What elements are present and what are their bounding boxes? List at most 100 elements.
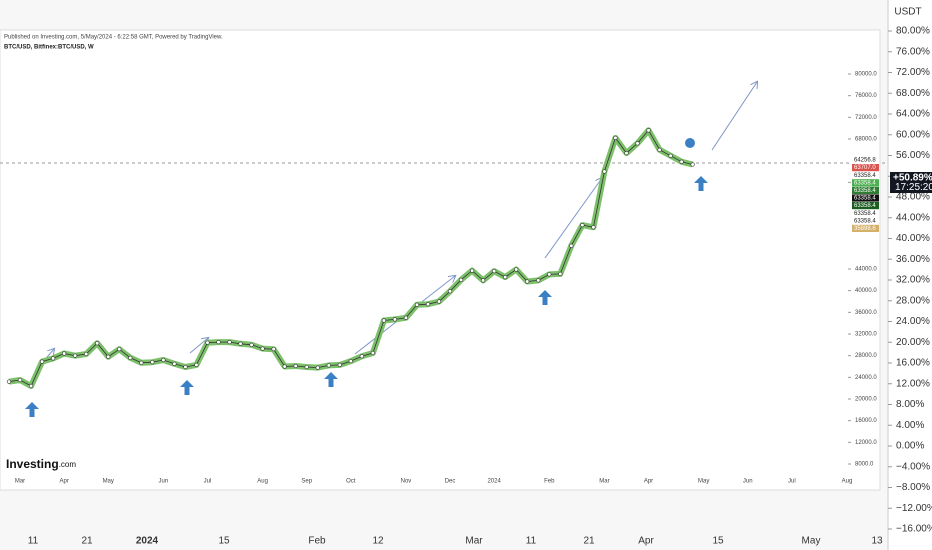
data-point bbox=[271, 347, 276, 352]
y-tick-label: 40000.0 bbox=[855, 288, 877, 294]
data-point bbox=[128, 355, 133, 360]
y2-tick-label: 36.00% bbox=[896, 254, 930, 265]
time-axis-label: 11 bbox=[526, 536, 537, 547]
x-tick-label: Apr bbox=[59, 479, 68, 485]
data-point bbox=[238, 341, 243, 346]
data-point bbox=[624, 150, 629, 156]
data-point bbox=[525, 279, 530, 284]
trend-arrow bbox=[711, 82, 757, 151]
time-axis-label: 21 bbox=[81, 536, 93, 547]
x-tick-label: Oct bbox=[346, 479, 356, 485]
chart-title: Published on Investing.com, 5/May/2024 -… bbox=[4, 35, 223, 41]
current-label: +50.89% bbox=[893, 173, 932, 184]
up-arrow bbox=[538, 290, 552, 305]
time-axis-label: Apr bbox=[638, 536, 654, 547]
data-point bbox=[492, 269, 497, 274]
price-label: 63358.4 bbox=[854, 203, 876, 209]
price-label: 35898.6 bbox=[854, 226, 876, 232]
y-tick-label: 12000.0 bbox=[855, 440, 877, 446]
price-label: 63358.4 bbox=[854, 180, 876, 186]
chart-subtitle: BTC/USD, Bitfinex:BTC/USD, W bbox=[4, 45, 94, 51]
data-point bbox=[293, 363, 298, 369]
data-point bbox=[216, 340, 221, 345]
y2-tick-label: −16.00% bbox=[896, 524, 932, 535]
up-arrow bbox=[25, 402, 39, 417]
y2-tick-label: −12.00% bbox=[896, 503, 932, 514]
y2-tick-label: 28.00% bbox=[896, 295, 930, 306]
time-axis-label: 2024 bbox=[136, 536, 159, 547]
y2-tick-label: 60.00% bbox=[896, 129, 930, 140]
data-point bbox=[337, 362, 342, 367]
up-arrow bbox=[324, 372, 338, 387]
y-tick-label: 72000.0 bbox=[855, 115, 877, 121]
time-axis-label: May bbox=[802, 536, 821, 547]
price-label: 63358.4 bbox=[854, 218, 876, 224]
price-label-bg bbox=[852, 224, 879, 232]
data-point bbox=[558, 271, 563, 276]
up-arrow bbox=[694, 176, 708, 191]
x-tick-label: Mar bbox=[599, 479, 609, 485]
x-tick-label: May bbox=[698, 479, 709, 485]
data-point bbox=[690, 162, 695, 167]
y-tick-label: 68000.0 bbox=[855, 137, 877, 143]
data-point bbox=[613, 135, 618, 141]
price-label: 63358.4 bbox=[854, 173, 876, 179]
data-point bbox=[580, 223, 585, 228]
data-point bbox=[602, 169, 607, 174]
x-tick-label: May bbox=[103, 479, 114, 485]
y-tick-label: 28000.0 bbox=[855, 353, 877, 359]
x-tick-label: Nov bbox=[401, 479, 412, 485]
data-point bbox=[514, 267, 519, 272]
y2-tick-label: 76.00% bbox=[896, 46, 930, 57]
y2-tick-label: −8.00% bbox=[896, 482, 930, 493]
y-tick-label: 32000.0 bbox=[855, 332, 877, 338]
x-tick-label: Jun bbox=[743, 479, 753, 485]
price-label-bg bbox=[852, 171, 879, 179]
price-label: 63707.0 bbox=[854, 165, 876, 171]
y2-tick-label: 44.00% bbox=[896, 212, 930, 223]
data-point bbox=[17, 377, 23, 383]
data-point bbox=[6, 379, 12, 384]
data-point bbox=[425, 302, 431, 307]
y2-tick-label: 40.00% bbox=[896, 233, 930, 244]
x-tick-label: Sep bbox=[301, 479, 312, 485]
y2-tick-label: 8.00% bbox=[896, 399, 924, 410]
x-tick-label: Feb bbox=[544, 479, 555, 485]
time-axis-label: 21 bbox=[583, 536, 595, 547]
y-tick-label: 24000.0 bbox=[855, 375, 877, 381]
y-tick-label: 8000.0 bbox=[855, 462, 874, 468]
data-point bbox=[84, 351, 89, 357]
data-point bbox=[304, 364, 309, 370]
data-point bbox=[447, 289, 453, 294]
data-point bbox=[668, 153, 673, 158]
x-tick-label: 2024 bbox=[487, 479, 501, 485]
data-point bbox=[51, 356, 56, 361]
data-point bbox=[150, 360, 155, 365]
y2-tick-label: 20.00% bbox=[896, 337, 930, 348]
data-point bbox=[62, 351, 67, 356]
price-label-bg bbox=[852, 186, 879, 194]
y-tick-label: 44000.0 bbox=[855, 267, 877, 273]
price-label: 63358.4 bbox=[854, 211, 876, 217]
x-tick-label: Jun bbox=[159, 479, 169, 485]
y-tick-label: 16000.0 bbox=[855, 418, 877, 424]
annotations bbox=[25, 138, 708, 417]
data-point bbox=[106, 354, 111, 359]
inner-chart-frame bbox=[0, 29, 881, 491]
marker-dot bbox=[685, 138, 695, 148]
countdown: 17:25:20 bbox=[895, 182, 932, 193]
data-point bbox=[458, 277, 464, 282]
data-point bbox=[370, 350, 375, 356]
y2-tick-label: 12.00% bbox=[896, 378, 930, 389]
data-point bbox=[646, 128, 651, 133]
price-label-bg bbox=[852, 156, 879, 164]
time-axis-label: 15 bbox=[218, 536, 230, 547]
time-axis-label: 11 bbox=[28, 536, 39, 547]
x-tick-label: Dec bbox=[445, 479, 456, 485]
time-axis-label: 15 bbox=[712, 536, 724, 547]
data-point bbox=[227, 340, 232, 345]
data-point bbox=[172, 361, 177, 366]
data-point bbox=[282, 364, 287, 369]
y2-tick-label: 68.00% bbox=[896, 88, 930, 99]
